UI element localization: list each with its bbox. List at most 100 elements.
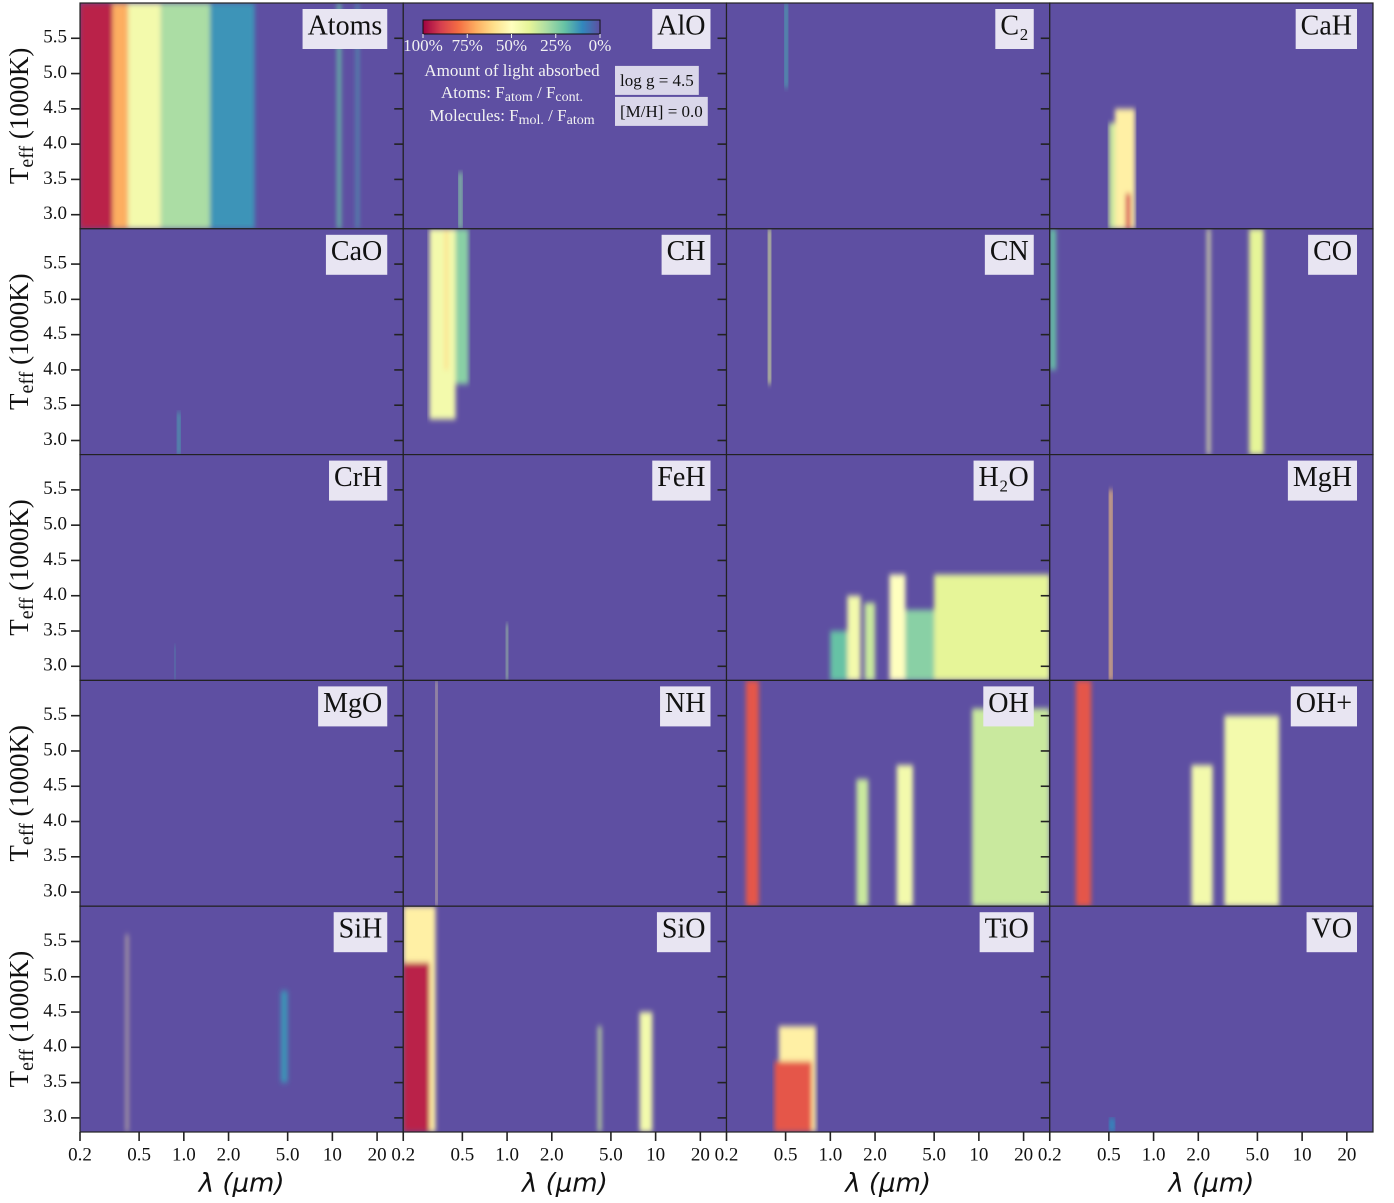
absorption-band <box>767 228 772 385</box>
colorbar-line-part: mol. <box>519 113 544 128</box>
y-label-part: T <box>4 167 34 184</box>
y-label-part: T <box>4 845 34 862</box>
y-tick-label: 4.5 <box>43 97 67 118</box>
band-group <box>1049 228 1264 455</box>
title-box <box>1290 686 1357 727</box>
absorption-band <box>864 602 876 681</box>
colorbar <box>422 19 601 35</box>
title-box <box>656 912 711 953</box>
absorption-band <box>337 3 341 229</box>
band-group <box>435 680 438 907</box>
y-label-part: (1000K) <box>4 273 34 371</box>
annotation: log g = 4.5 <box>620 71 694 90</box>
absorption-band <box>209 3 255 229</box>
title-box <box>1287 460 1357 501</box>
y-tick-label: 4.0 <box>43 810 67 831</box>
y-tick-label: 5.5 <box>43 27 67 48</box>
x-tick-label: 0.5 <box>1097 1144 1121 1165</box>
title-box <box>1308 234 1357 275</box>
panel-title: Atoms <box>308 10 383 41</box>
y-tick-label: 3.5 <box>43 619 67 640</box>
x-tick-label: 5.0 <box>1246 1144 1270 1165</box>
y-label-part: (1000K) <box>4 951 34 1049</box>
title-box <box>302 9 388 49</box>
title-box <box>318 686 388 727</box>
band-group <box>177 412 181 455</box>
absorption-band <box>1207 228 1211 455</box>
y-tick-label: 4.5 <box>43 1000 67 1021</box>
panel-title: CaO <box>331 236 382 267</box>
band-group <box>429 228 469 420</box>
annotation: [M/H] = 0.0 <box>620 102 703 121</box>
colorbar-line-part: atom <box>567 113 595 128</box>
absorption-band <box>1115 108 1136 229</box>
colorbar-line-part: / F <box>544 106 567 125</box>
absorption-band <box>972 708 1050 907</box>
panel-title: CO <box>1313 236 1352 267</box>
x-tick-label: 10 <box>646 1144 665 1165</box>
title-box <box>979 912 1034 953</box>
band-group <box>174 645 176 681</box>
band-group <box>458 172 463 229</box>
absorption-band <box>435 680 438 907</box>
title-box <box>652 9 711 49</box>
x-tick-label: 0.5 <box>450 1144 474 1165</box>
x-tick-label: 5.0 <box>922 1144 946 1165</box>
title-box <box>329 460 388 501</box>
y-tick-label: 3.5 <box>43 1071 67 1092</box>
y-tick-label: 4.0 <box>43 584 67 605</box>
title-box <box>661 234 711 275</box>
x-tick-label: 2.0 <box>217 1144 241 1165</box>
annotation-box <box>615 65 699 95</box>
y-tick-label: 5.0 <box>43 965 67 986</box>
panel-title: MgH <box>1293 462 1352 493</box>
x-tick-label: 20 <box>1337 1144 1356 1165</box>
y-tick-label: 3.0 <box>43 203 67 224</box>
y-tick-label: 3.5 <box>43 394 67 415</box>
colorbar-tick-label: 75% <box>452 36 483 55</box>
band-group <box>80 3 359 229</box>
x-axis-label: λ (μm) <box>197 1169 285 1199</box>
absorption-band <box>1108 489 1113 681</box>
panel-title: TiO <box>985 914 1029 945</box>
panel-title: CH <box>667 236 706 267</box>
x-axis-label: λ (μm) <box>1166 1169 1254 1199</box>
y-tick-label: 4.5 <box>43 775 67 796</box>
y-tick-label: 3.0 <box>43 429 67 450</box>
title-box <box>1306 912 1357 953</box>
colorbar-line: Atoms: Fatom / Fcont. <box>441 83 583 105</box>
absorption-band <box>1108 122 1116 229</box>
title-box <box>333 912 388 953</box>
absorption-band <box>356 3 359 229</box>
panel <box>726 680 1050 907</box>
title-box <box>652 460 711 501</box>
absorption-band <box>160 3 210 229</box>
x-tick-label: 0.2 <box>391 1144 415 1165</box>
absorption-band <box>934 574 1050 681</box>
y-tick-label: 4.5 <box>43 323 67 344</box>
panel-title: AlO <box>657 10 705 41</box>
panel-title: CN <box>990 236 1029 267</box>
y-label-part: eff <box>16 597 38 619</box>
absorption-band <box>889 574 906 681</box>
y-axis-label: Teff (1000K) <box>4 273 37 410</box>
absorption-band <box>80 3 113 229</box>
y-axis-label: Teff (1000K) <box>4 951 37 1088</box>
band-group <box>784 3 789 88</box>
absorption-band <box>1125 193 1131 229</box>
colorbar-line-part: / F <box>533 83 556 102</box>
y-tick-label: 4.0 <box>43 1036 67 1057</box>
panel-title: CrH <box>334 462 382 493</box>
colorbar-line-part: atom <box>505 90 533 105</box>
title-box <box>995 9 1034 49</box>
y-tick-label: 5.5 <box>43 930 67 951</box>
absorption-band <box>1249 228 1264 455</box>
absorption-band <box>1191 765 1213 907</box>
title-box <box>325 234 388 275</box>
absorption-band <box>905 609 935 681</box>
x-tick-label: 10 <box>323 1144 342 1165</box>
absorption-band <box>429 228 456 420</box>
y-tick-label: 5.0 <box>43 62 67 83</box>
absorption-band <box>856 779 869 907</box>
